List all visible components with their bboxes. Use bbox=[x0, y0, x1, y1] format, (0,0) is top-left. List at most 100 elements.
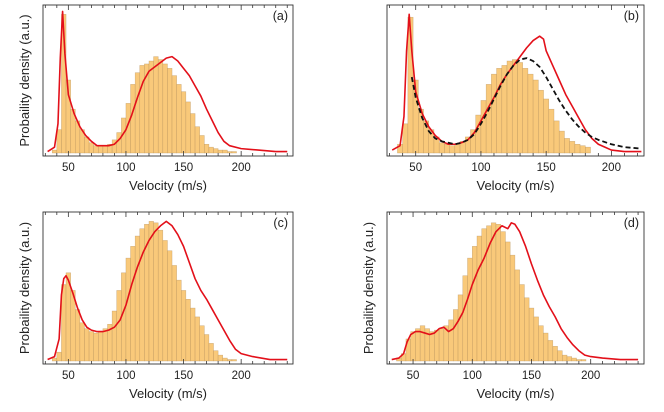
x-tick-label: 50 bbox=[62, 370, 75, 382]
histogram-bar bbox=[134, 235, 141, 362]
histogram-bar bbox=[217, 354, 223, 362]
histogram-bar bbox=[476, 235, 482, 362]
histogram-bar bbox=[180, 91, 187, 154]
histogram-bar bbox=[153, 56, 159, 154]
histogram-bar bbox=[552, 346, 558, 362]
histogram-bar bbox=[580, 359, 587, 362]
histogram-bar bbox=[222, 149, 228, 154]
histogram-bar bbox=[157, 59, 164, 154]
y-axis-title: Probaility density (a.u.) bbox=[17, 222, 32, 354]
histogram-bar bbox=[480, 100, 487, 154]
histogram-bar bbox=[527, 73, 534, 154]
histogram-bar bbox=[449, 145, 456, 154]
histogram-bar bbox=[579, 145, 586, 154]
x-tick-label: 150 bbox=[522, 370, 541, 382]
histogram-bar bbox=[51, 357, 58, 362]
x-tick-label: 200 bbox=[602, 162, 621, 174]
histogram-bar bbox=[557, 350, 563, 362]
histogram-bar bbox=[194, 316, 200, 362]
histogram-bar bbox=[217, 149, 223, 154]
histogram-bar bbox=[457, 294, 464, 362]
histogram-bar bbox=[79, 322, 85, 362]
x-tick-label: 100 bbox=[471, 162, 490, 174]
histogram-bar bbox=[524, 297, 530, 362]
histogram-bar bbox=[167, 68, 173, 154]
histogram-bar bbox=[509, 254, 516, 362]
histogram-bar bbox=[585, 146, 591, 154]
panel-d: 50 100 150 200 Velocity (m/s) Probaility dens… bbox=[361, 211, 645, 401]
histogram-bar bbox=[514, 269, 520, 362]
histogram-bar bbox=[204, 334, 210, 362]
panel-b: 50 100 150 200 Velocity (m/s) (b) bbox=[386, 4, 645, 193]
histogram-bar bbox=[102, 145, 108, 154]
histogram-bar bbox=[56, 351, 62, 362]
x-axis-title: Velocity (m/s) bbox=[476, 386, 554, 401]
plot-area bbox=[391, 222, 639, 362]
plot-frame bbox=[386, 211, 645, 365]
histogram-bar bbox=[548, 108, 555, 154]
histogram-bar bbox=[538, 89, 544, 154]
x-axis-title: Velocity (m/s) bbox=[476, 178, 554, 193]
histogram-bar bbox=[162, 240, 168, 362]
histogram-bar bbox=[153, 222, 159, 362]
x-tick-label: 150 bbox=[537, 162, 556, 174]
histogram-bar bbox=[566, 356, 573, 362]
histogram-bar bbox=[125, 257, 131, 362]
histogram-bar bbox=[538, 325, 544, 362]
panel-c: 50 100 150 200 Velocity (m/s) Probaility dens… bbox=[17, 211, 294, 401]
histogram-bar bbox=[444, 143, 450, 154]
histogram-bar bbox=[98, 331, 104, 362]
histogram-bar bbox=[227, 359, 233, 362]
plot-area bbox=[47, 10, 288, 154]
x-tick-label: 50 bbox=[409, 162, 422, 174]
histogram-bar bbox=[176, 84, 182, 154]
histogram-bar bbox=[511, 59, 518, 154]
histogram-bar bbox=[571, 357, 577, 362]
histogram-bar bbox=[562, 354, 568, 362]
y-axis-title: Probaility density (a.u.) bbox=[361, 222, 376, 354]
x-tick-label: 150 bbox=[174, 162, 193, 174]
x-tick-label: 100 bbox=[116, 162, 135, 174]
histogram-bar bbox=[167, 250, 173, 362]
histogram-bar bbox=[517, 62, 523, 154]
histogram-bar bbox=[485, 84, 492, 154]
histogram-bar bbox=[222, 357, 228, 362]
histogram-bar bbox=[84, 328, 90, 362]
histogram-bar bbox=[553, 120, 560, 154]
x-tick-label: 200 bbox=[581, 370, 600, 382]
histogram-bar bbox=[98, 145, 104, 154]
histogram-bar bbox=[190, 307, 196, 362]
panel-label: (a) bbox=[273, 9, 288, 23]
histogram-bar bbox=[213, 350, 219, 362]
histogram-bar bbox=[157, 229, 164, 362]
histogram-bar bbox=[51, 149, 58, 154]
histogram-bar bbox=[148, 221, 154, 362]
histogram-bar bbox=[454, 143, 461, 154]
histogram-bar bbox=[162, 63, 168, 154]
plot-frame bbox=[42, 211, 294, 365]
histogram-bar bbox=[467, 257, 473, 362]
x-tick-label: 50 bbox=[407, 370, 420, 382]
histogram-bar bbox=[547, 340, 554, 362]
histogram-bar bbox=[139, 65, 145, 154]
x-tick-label: 100 bbox=[116, 370, 135, 382]
histogram-bar bbox=[148, 60, 154, 154]
x-tick-label: 100 bbox=[463, 370, 482, 382]
histogram-bar bbox=[116, 132, 122, 154]
histogram-bar bbox=[522, 68, 529, 154]
histogram-bar bbox=[204, 143, 210, 154]
histogram-bar bbox=[569, 141, 576, 154]
histogram-bar bbox=[139, 228, 145, 362]
histogram-bar bbox=[88, 331, 94, 362]
histogram-bar bbox=[402, 123, 409, 154]
panel-label: (d) bbox=[624, 216, 639, 230]
histogram-bar bbox=[227, 151, 233, 154]
histogram-bar bbox=[506, 60, 513, 154]
panel-a: 50 100 150 200 Velocity (m/s) Probaility dens… bbox=[17, 4, 294, 193]
histogram-bar bbox=[171, 75, 177, 154]
histogram-bar bbox=[519, 284, 525, 362]
histogram-bar bbox=[462, 275, 468, 362]
histogram-bar bbox=[231, 359, 237, 362]
histogram-bar bbox=[533, 316, 539, 362]
